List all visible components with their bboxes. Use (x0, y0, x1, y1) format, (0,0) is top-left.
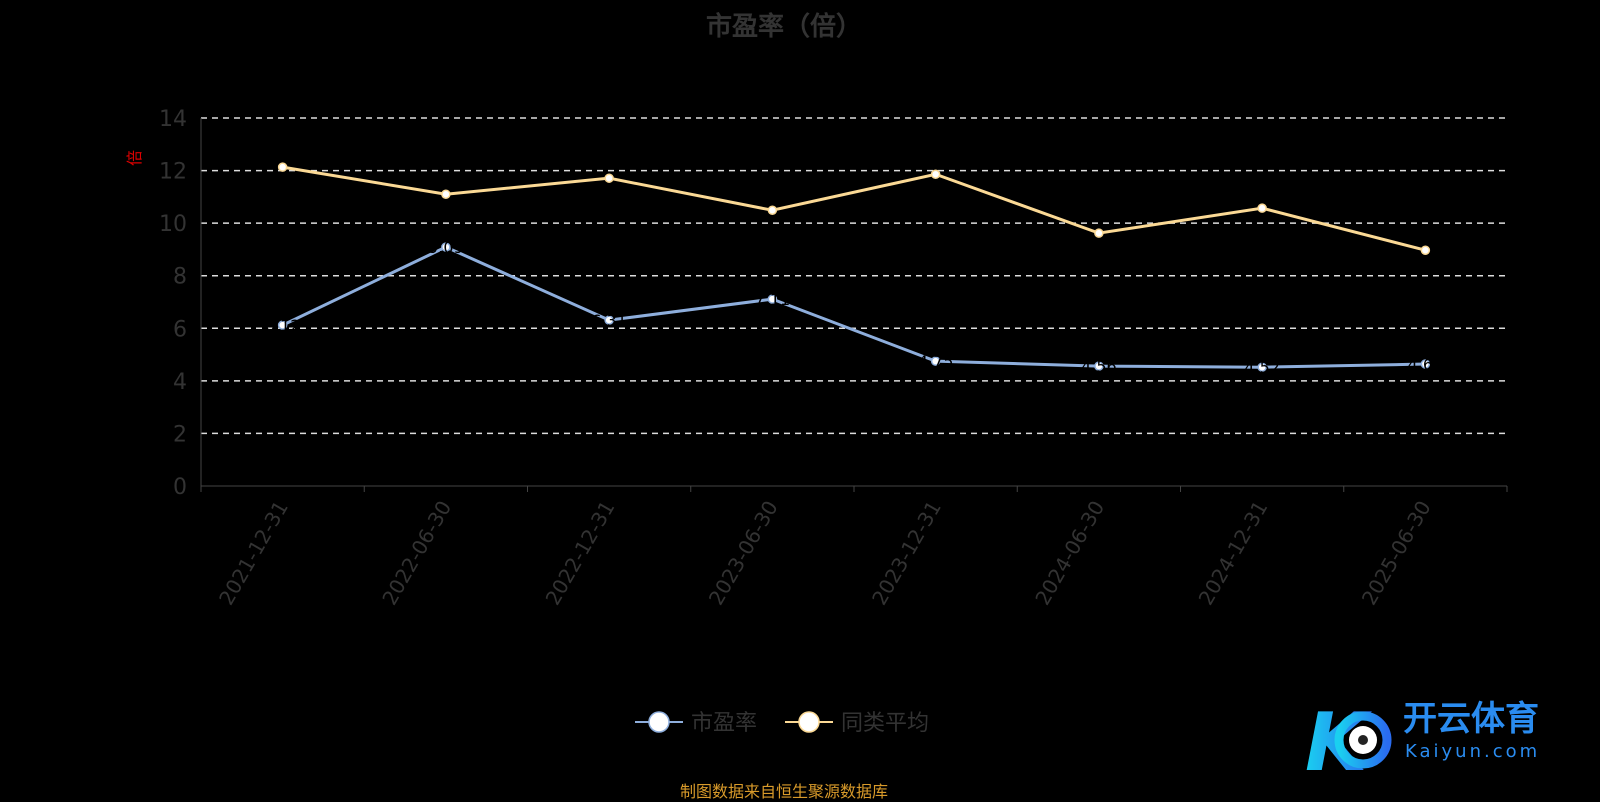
data-label: 6.31 (591, 311, 627, 330)
x-tick-label: 2024-06-30 (1030, 497, 1109, 610)
data-point (1094, 361, 1104, 371)
data-point (604, 173, 614, 183)
legend-label: 同类平均 (841, 711, 929, 736)
svg-text:Kaiyun.com: Kaiyun.com (1405, 741, 1540, 762)
x-tick-label: 2023-06-30 (704, 497, 783, 610)
data-point (277, 162, 288, 172)
legend-label: 市盈率 (691, 711, 757, 736)
data-point (767, 294, 778, 304)
kaiyun-logo: K 开云体育 Kaiyun.com (1305, 696, 1540, 789)
x-tick-label: 2021-12-31 (214, 497, 293, 610)
y-tick-label: 6 (173, 317, 187, 342)
data-point (1094, 228, 1104, 238)
data-label: 9.09 (428, 238, 464, 257)
data-label: 4.52 (1244, 358, 1280, 377)
data-label: 7.11 (755, 290, 791, 309)
data-point (930, 169, 941, 180)
source-note: 制图数据来自恒生聚源数据库 (679, 782, 888, 801)
data-point (1257, 203, 1267, 213)
chart-title: 市盈率（倍） (705, 12, 862, 42)
y-tick-label: 2 (173, 422, 187, 447)
series-line-1 (282, 165, 1426, 252)
data-point (277, 320, 288, 330)
data-point (604, 315, 614, 325)
x-tick-label: 2022-12-31 (541, 497, 620, 610)
y-tick-label: 4 (173, 370, 187, 395)
y-tick-label: 14 (159, 107, 187, 132)
series-line-0 (281, 245, 1426, 369)
data-point (441, 242, 451, 252)
x-tick-label: 2022-06-30 (377, 497, 456, 610)
data-label: 4.56 (1081, 357, 1117, 376)
y-tick-label: 8 (173, 265, 187, 290)
data-point (1420, 245, 1431, 255)
data-label: 4.75 (918, 352, 954, 371)
y-axis-label: 倍 (125, 150, 144, 166)
legend-marker (648, 711, 670, 733)
legend-marker (798, 711, 820, 733)
x-tick-label: 2023-12-31 (867, 497, 946, 610)
data-label: 6.12 (265, 316, 301, 335)
data-point (1420, 359, 1431, 369)
x-tick-label: 2024-12-31 (1194, 497, 1273, 610)
y-tick-label: 0 (173, 475, 187, 500)
data-point (930, 356, 941, 366)
y-tick-label: 12 (159, 160, 187, 185)
x-tick-label: 2025-06-30 (1357, 497, 1436, 610)
data-point (767, 205, 778, 216)
data-point (441, 189, 451, 199)
y-tick-label: 10 (159, 212, 187, 237)
svg-text:开云体育: 开云体育 (1403, 699, 1539, 739)
data-label: 4.64 (1408, 355, 1444, 374)
data-point (1257, 362, 1267, 372)
